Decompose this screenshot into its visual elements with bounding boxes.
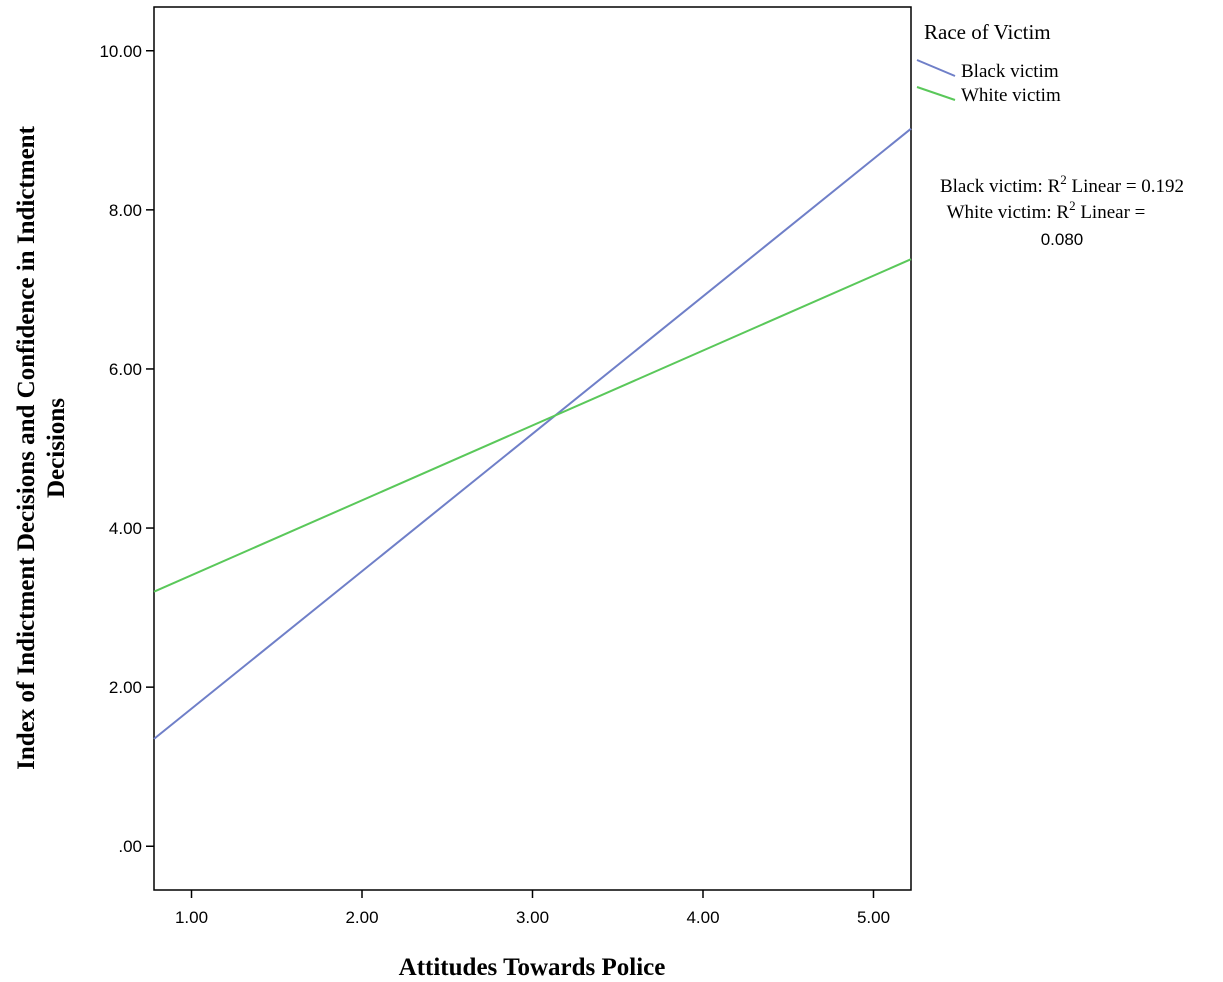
r-squared-black-sup: 2: [1060, 172, 1067, 187]
legend-label-black-victim: Black victim: [961, 61, 1059, 82]
series-line-white-victim: [153, 258, 912, 593]
legend-title: Race of Victim: [924, 20, 1051, 44]
x-tick-label: 1.00: [175, 908, 208, 927]
y-axis-ticks: .00 2.00 4.00 6.00 8.00 10.00: [99, 42, 154, 856]
r-squared-white-value: 0.080: [1041, 230, 1084, 249]
r-squared-white: White victim: R2 Linear =: [947, 198, 1146, 223]
x-tick-label: 2.00: [345, 908, 378, 927]
x-tick-label: 4.00: [686, 908, 719, 927]
y-tick-label: 6.00: [109, 360, 142, 379]
legend-swatch-black-victim: [916, 59, 956, 77]
y-tick-label: 2.00: [109, 678, 142, 697]
r-squared-white-prefix: White victim: R: [947, 202, 1070, 223]
r-squared-black: Black victim: R2 Linear = 0.192: [940, 172, 1184, 197]
legend: Race of Victim Black victim White victim: [916, 20, 1061, 106]
y-tick-label: .00: [118, 837, 142, 856]
legend-swatch-white-victim: [916, 86, 956, 101]
y-tick-label: 8.00: [109, 201, 142, 220]
legend-label-white-victim: White victim: [961, 85, 1061, 106]
x-axis-ticks: 1.00 2.00 3.00 4.00 5.00: [175, 890, 890, 927]
series-lines: [153, 127, 912, 740]
series-line-black-victim: [153, 127, 912, 740]
plot-frame: [153, 6, 912, 891]
y-axis-label-line1: Index of Indictment Decisions and Confid…: [13, 125, 40, 769]
r-squared-white-suffix: Linear =: [1076, 202, 1146, 223]
x-tick-label: 5.00: [857, 908, 890, 927]
r-squared-annotation: Black victim: R2 Linear = 0.192 White vi…: [940, 172, 1184, 249]
y-axis-label-line2: Decisions: [43, 398, 70, 498]
y-tick-label: 4.00: [109, 519, 142, 538]
y-tick-label: 10.00: [99, 42, 142, 61]
r-squared-black-suffix: Linear = 0.192: [1067, 176, 1184, 197]
x-axis-label: Attitudes Towards Police: [399, 954, 666, 981]
y-axis-label: Index of Indictment Decisions and Confid…: [13, 125, 70, 769]
r-squared-white-sup: 2: [1069, 198, 1076, 213]
r-squared-black-prefix: Black victim: R: [940, 176, 1061, 197]
x-tick-label: 3.00: [516, 908, 549, 927]
